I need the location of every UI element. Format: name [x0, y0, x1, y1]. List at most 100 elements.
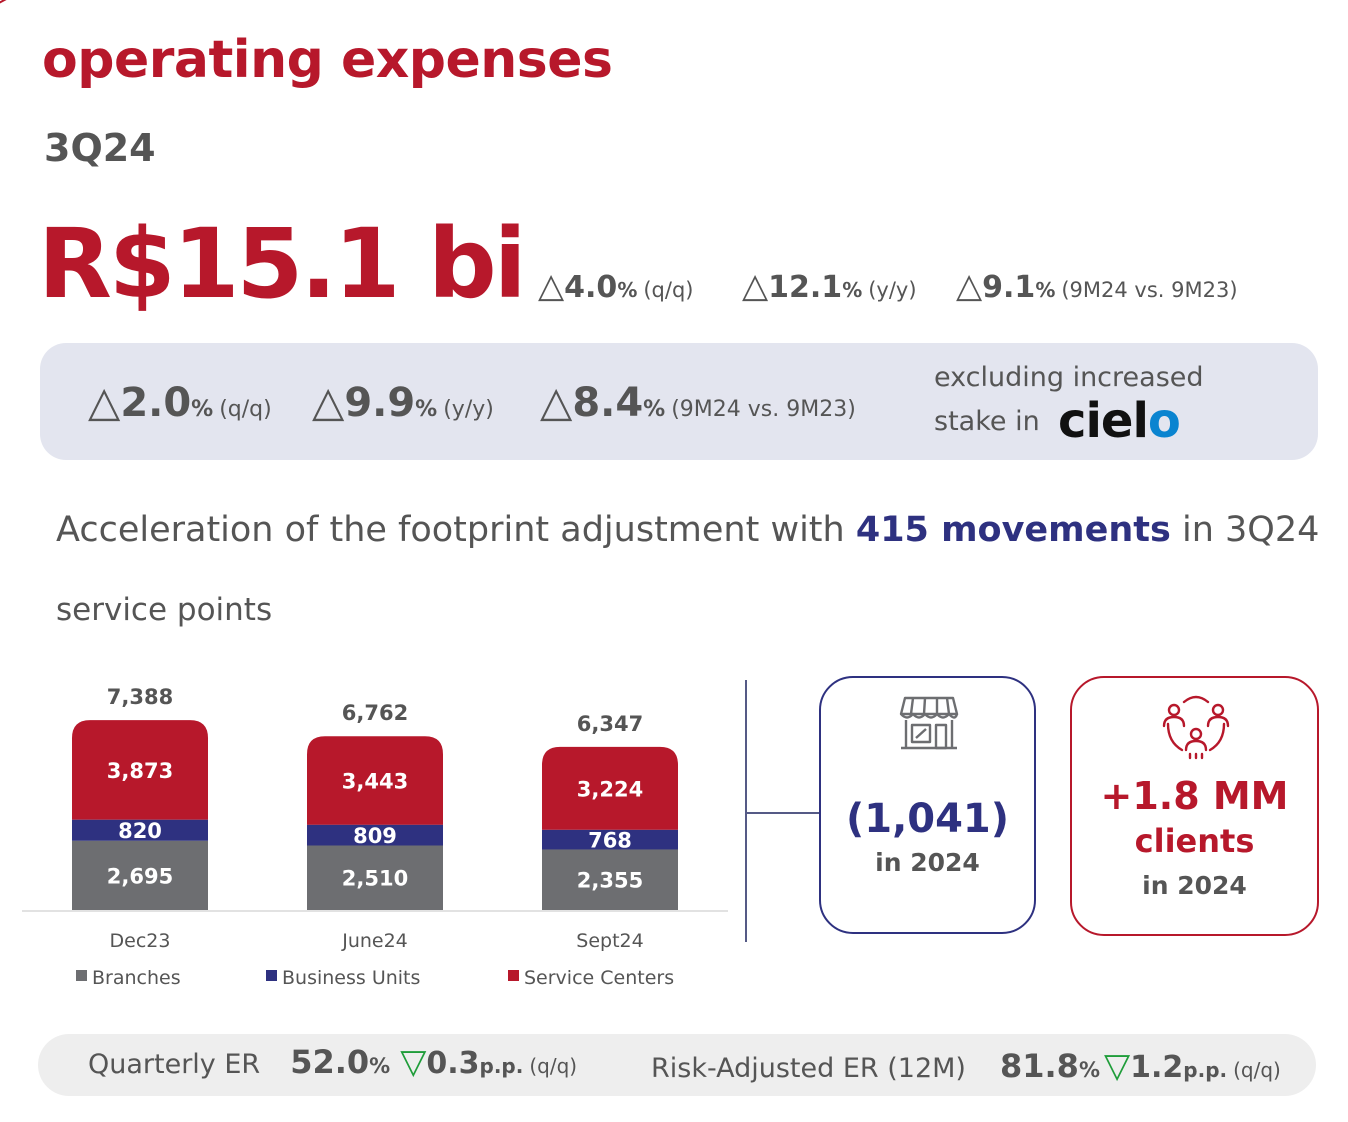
metric-period: (9M24 vs. 9M23): [1061, 278, 1238, 302]
total-label: 6,762: [342, 701, 408, 725]
total-expenses-value: R$15.1 bi: [38, 208, 527, 320]
quarterly-er-value: 52.0: [290, 1043, 370, 1081]
service-points-label: service points: [56, 592, 273, 628]
metric-period: (9M24 vs. 9M23): [671, 397, 856, 422]
vertical-divider: [745, 680, 747, 942]
delta-up-icon: △: [956, 266, 983, 306]
metric-value: 2.0: [120, 380, 192, 426]
period-label: 3Q24: [44, 126, 156, 170]
clients-change-label: clients: [1134, 822, 1255, 860]
metric-unit: %: [415, 397, 438, 422]
exc-metric-yoy: △ 9.9 % (y/y): [312, 377, 494, 426]
legend-label: Branches: [92, 967, 181, 989]
bar-segment-business-units: [307, 824, 443, 846]
storefront-icon: [899, 696, 959, 750]
branches-change-card: (1,041) in 2024: [819, 676, 1036, 934]
bar-segment-business-units: [542, 829, 678, 850]
delta-up-icon: △: [312, 377, 345, 426]
headline-prefix: Acceleration of the footprint adjustment…: [56, 510, 856, 550]
cielo-logo-text: ciel: [1058, 393, 1149, 449]
cielo-logo-text-end: o: [1147, 393, 1181, 449]
excluding-cielo-panel: [40, 343, 1318, 460]
metric-value: 8.4: [572, 380, 644, 426]
data-label: 2,510: [342, 867, 408, 891]
quarterly-er-unit: %: [369, 1054, 391, 1078]
risk-adjusted-er: Risk-Adjusted ER (12M) 81.8 % ▽ 1.2 p.p.…: [651, 1046, 1281, 1086]
headline-suffix: in 3Q24: [1170, 510, 1320, 550]
metric-period: (q/q): [643, 278, 694, 302]
people-network-icon: [1162, 695, 1230, 760]
legend-label: Business Units: [282, 967, 420, 989]
corner-accent-line: [0, 0, 78, 14]
legend-swatch: [76, 970, 87, 981]
delta-up-icon: △: [742, 266, 769, 306]
bar-segment-business-units: [72, 819, 208, 841]
exc-metric-qoq: △ 2.0 % (q/q): [88, 377, 272, 426]
connector-line: [747, 812, 819, 814]
data-label: 3,873: [107, 759, 173, 783]
delta-up-icon: △: [540, 377, 573, 426]
metric-period: (y/y): [443, 397, 494, 422]
data-label: 2,695: [107, 864, 173, 888]
bar-segment-service-centers: [542, 746, 678, 830]
category-label: June24: [341, 930, 408, 952]
excluding-note-line2: stake in: [934, 406, 1040, 437]
metric-unit: %: [643, 397, 666, 422]
bar-segment-service-centers: [72, 720, 208, 820]
data-label: 3,443: [342, 769, 408, 793]
bar-segment-service-centers: [307, 736, 443, 825]
bar-segment-branches: [542, 849, 678, 910]
legend-swatch: [266, 970, 277, 981]
branches-change-period: in 2024: [875, 848, 980, 877]
bar-segment-branches: [307, 845, 443, 910]
delta-down-icon: ▽: [1103, 1046, 1131, 1086]
quarterly-er-delta-unit: p.p.: [479, 1054, 524, 1078]
branches-change-value: (1,041): [845, 796, 1010, 842]
metric-value: 9.9: [344, 380, 416, 426]
legend-swatch: [508, 970, 519, 981]
delta-up-icon: △: [88, 377, 121, 426]
legend-label: Service Centers: [524, 967, 674, 989]
metric-period: (q/q): [219, 397, 272, 422]
risk-adjusted-er-label: Risk-Adjusted ER (12M): [651, 1053, 966, 1084]
data-label: 820: [118, 819, 162, 843]
metric-unit: %: [617, 278, 638, 302]
risk-adjusted-er-delta-unit: p.p.: [1183, 1058, 1228, 1082]
delta-up-icon: △: [538, 266, 565, 306]
efficiency-ratio-bar: [38, 1034, 1316, 1096]
metric-period: (y/y): [868, 278, 917, 302]
data-label: 3,224: [577, 777, 643, 801]
page-title: operating expenses: [42, 30, 613, 90]
cielo-logo: cielo: [1058, 393, 1181, 449]
quarterly-er-period: (q/q): [529, 1054, 578, 1078]
metric-qoq: △ 4.0 % (q/q): [538, 266, 693, 306]
metric-value: 4.0: [564, 270, 618, 305]
risk-adjusted-er-delta: 1.2: [1130, 1050, 1184, 1085]
total-label: 6,347: [577, 712, 643, 736]
service-points-chart: 2,695 820 3,873 7,388 Dec23 2,510 809 3,443 6,76…: [22, 685, 728, 989]
quarterly-er-delta: 0.3: [426, 1046, 480, 1081]
quarterly-er: Quarterly ER 52.0 % ▽ 0.3 p.p. (q/q): [88, 1042, 577, 1082]
category-label: Sept24: [576, 930, 643, 952]
headline-highlight: 415 movements: [855, 510, 1171, 550]
total-label: 7,388: [107, 685, 173, 709]
metric-value: 9.1: [982, 270, 1036, 305]
metric-value: 12.1: [768, 270, 843, 305]
clients-change-period: in 2024: [1142, 871, 1247, 900]
exc-metric-9m: △ 8.4 % (9M24 vs. 9M23): [540, 377, 856, 426]
risk-adjusted-er-value: 81.8: [999, 1047, 1079, 1085]
metric-unit: %: [842, 278, 863, 302]
category-label: Dec23: [110, 930, 171, 952]
data-label: 809: [353, 824, 397, 848]
metric-unit: %: [1035, 278, 1056, 302]
clients-change-value: +1.8 MM: [1100, 774, 1289, 818]
metric-9m: △ 9.1 % (9M24 vs. 9M23): [956, 266, 1238, 306]
metric-unit: %: [191, 397, 214, 422]
bar-segment-branches: [72, 840, 208, 910]
footprint-headline: Acceleration of the footprint adjustment…: [56, 510, 1319, 550]
data-label: 2,355: [577, 869, 643, 893]
risk-adjusted-er-unit: %: [1078, 1058, 1100, 1082]
quarterly-er-label: Quarterly ER: [88, 1049, 261, 1080]
excluding-note-line1: excluding increased: [934, 362, 1204, 393]
delta-down-icon: ▽: [400, 1042, 427, 1082]
